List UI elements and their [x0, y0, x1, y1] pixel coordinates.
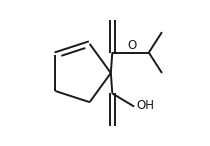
Text: OH: OH	[136, 99, 154, 112]
Text: O: O	[127, 39, 136, 53]
